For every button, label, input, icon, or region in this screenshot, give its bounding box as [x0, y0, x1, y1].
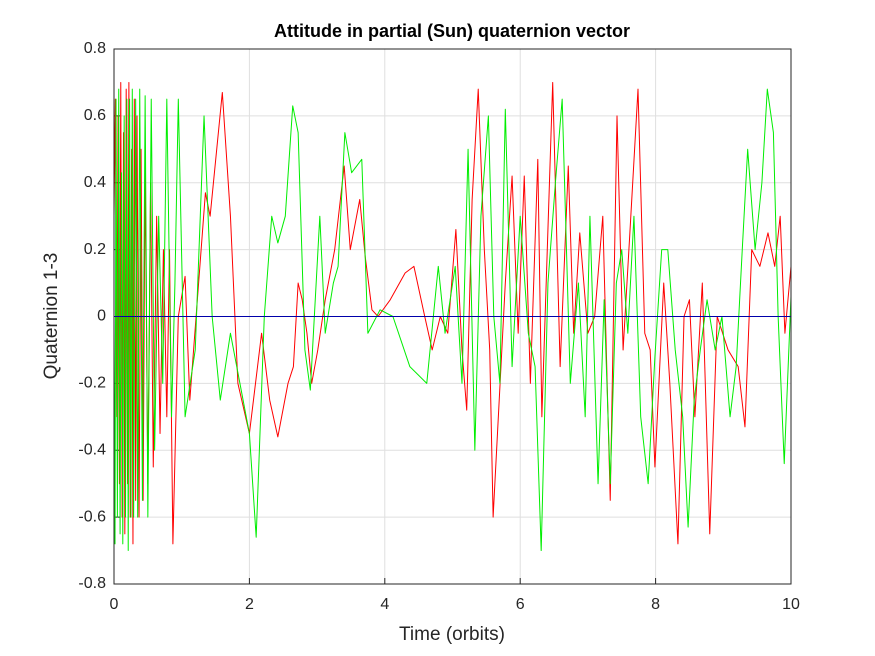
x-tick-label: 0 — [110, 596, 119, 613]
x-tick-label: 4 — [380, 596, 389, 613]
y-tick-label: -0.8 — [78, 575, 106, 592]
y-tick-label: -0.4 — [78, 441, 106, 458]
x-tick-label: 8 — [651, 596, 660, 613]
x-tick-label: 6 — [516, 596, 525, 613]
y-tick-label: 0.8 — [84, 40, 106, 57]
y-axis-label: Quaternion 1-3 — [41, 253, 62, 380]
chart-title: Attitude in partial (Sun) quaternion vec… — [274, 21, 630, 41]
y-tick-label: 0.6 — [84, 107, 106, 124]
x-tick-label: 10 — [782, 596, 800, 613]
y-tick-label: 0.4 — [84, 174, 106, 191]
axes-box — [113, 48, 792, 585]
x-tick-label: 2 — [245, 596, 254, 613]
plot-area — [113, 81, 792, 552]
y-tick-label: 0 — [97, 308, 106, 325]
x-axis-label: Time (orbits) — [399, 624, 505, 645]
y-tick-label: 0.2 — [84, 241, 106, 258]
y-tick-label: -0.6 — [78, 508, 106, 525]
y-tick-label: -0.2 — [78, 375, 106, 392]
